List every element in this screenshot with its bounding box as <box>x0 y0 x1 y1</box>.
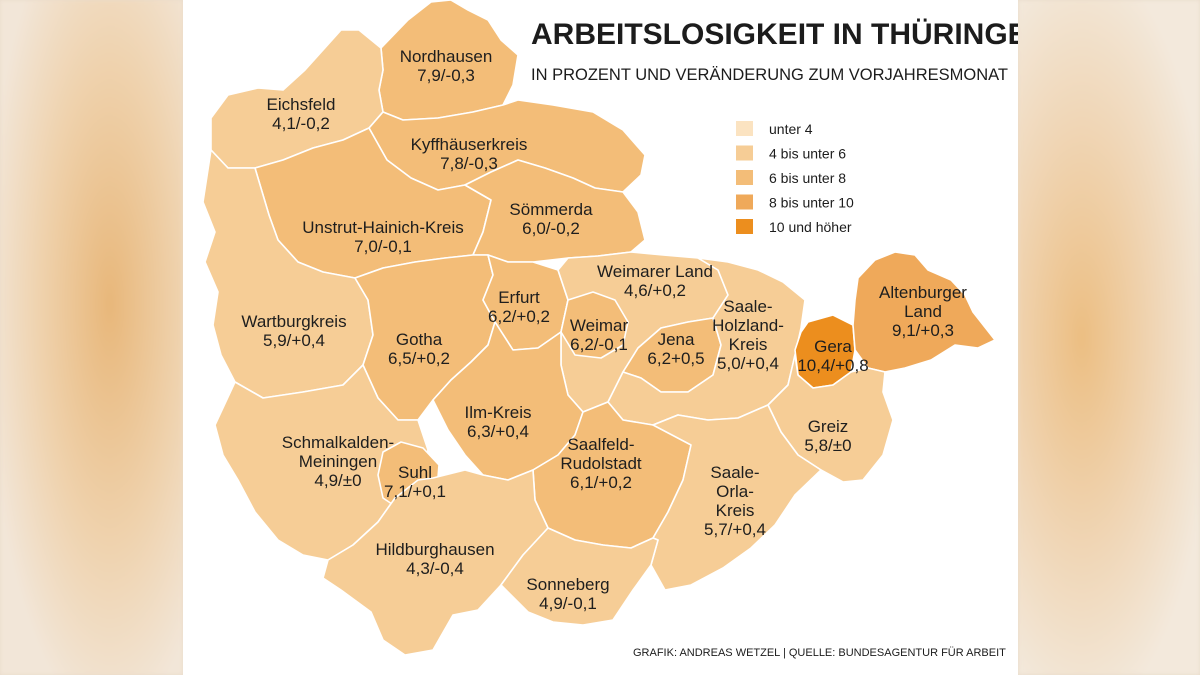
region-name: Saale- <box>710 463 759 482</box>
region-name: Kyffhäuserkreis <box>411 135 528 154</box>
legend-label: 10 und höher <box>769 219 852 235</box>
region-value: 7,0/-0,1 <box>354 237 412 256</box>
region-value: 6,5/+0,2 <box>388 349 450 368</box>
legend-label: 6 bis unter 8 <box>769 170 846 186</box>
legend-swatch <box>736 121 753 136</box>
region-value: 4,6/+0,2 <box>624 281 686 300</box>
region-value: 6,3/+0,4 <box>467 422 529 441</box>
region-name: Meiningen <box>299 452 377 471</box>
region-value: 4,3/-0,4 <box>406 559 464 578</box>
region-value: 7,9/-0,3 <box>417 66 475 85</box>
region-sonneberg[interactable] <box>500 527 659 626</box>
region-name: Gotha <box>396 330 443 349</box>
legend: unter 4 4 bis unter 6 6 bis unter 8 8 bis u… <box>736 121 854 235</box>
region-name: Erfurt <box>498 288 540 307</box>
region-name: Kreis <box>716 501 755 520</box>
region-name: Schmalkalden- <box>282 433 394 452</box>
region-name: Sömmerda <box>509 200 593 219</box>
legend-label: unter 4 <box>769 121 813 137</box>
region-name: Weimar <box>570 316 629 335</box>
region-value: 4,9/±0 <box>314 471 361 490</box>
region-name: Gera <box>814 337 852 356</box>
regions-layer <box>202 0 996 656</box>
map-subtitle: IN PROZENT UND VERÄNDERUNG ZUM VORJAHRES… <box>531 66 1008 84</box>
region-name: Holzland- <box>712 316 784 335</box>
source-credit: GRAFIK: ANDREAS WETZEL | QUELLE: BUNDESA… <box>633 647 1006 659</box>
region-value: 5,7/+0,4 <box>704 520 766 539</box>
legend-label: 4 bis unter 6 <box>769 146 846 162</box>
region-weimar[interactable] <box>560 291 629 359</box>
region-name: Ilm-Kreis <box>464 403 531 422</box>
map-card: Nordhausen 7,9/-0,3 Eichsfeld 4,1/-0,2 Kyffh… <box>183 0 1018 675</box>
region-name: Saale- <box>723 297 772 316</box>
region-name: Sonneberg <box>526 575 609 594</box>
region-value: 6,1/+0,2 <box>570 473 632 492</box>
region-name: Suhl <box>398 463 432 482</box>
region-saale-orla-kreis[interactable] <box>650 404 822 591</box>
region-name: Hildburghausen <box>375 540 494 559</box>
region-value: 6,2/+0,2 <box>488 307 550 326</box>
region-name: Land <box>904 302 942 321</box>
region-name: Altenburger <box>879 283 967 302</box>
region-value: 4,9/-0,1 <box>539 594 597 613</box>
region-value: 6,0/-0,2 <box>522 219 580 238</box>
blurred-background-right <box>1018 0 1200 675</box>
map-title: ARBEITSLOSIGKEIT IN THÜRINGEN <box>531 18 1018 51</box>
region-value: 5,0/+0,4 <box>717 354 779 373</box>
region-value: 5,9/+0,4 <box>263 331 325 350</box>
region-altenburger-land[interactable] <box>852 251 996 373</box>
region-value: 9,1/+0,3 <box>892 321 954 340</box>
legend-label: 8 bis unter 10 <box>769 195 854 211</box>
region-value: 7,8/-0,3 <box>440 154 498 173</box>
region-name: Weimarer Land <box>597 262 713 281</box>
region-value: 4,1/-0,2 <box>272 114 330 133</box>
region-name: Rudolstadt <box>560 454 642 473</box>
legend-swatch <box>736 194 753 210</box>
legend-swatch <box>736 219 753 234</box>
region-value: 6,2+0,5 <box>647 349 704 368</box>
region-name: Saalfeld- <box>567 435 634 454</box>
region-name: Nordhausen <box>400 47 493 66</box>
region-name: Kreis <box>729 335 768 354</box>
legend-swatch <box>736 170 753 185</box>
region-name: Jena <box>658 330 695 349</box>
region-value: 10,4/+0,8 <box>797 356 868 375</box>
region-name: Unstrut-Hainich-Kreis <box>302 218 464 237</box>
region-name: Orla- <box>716 482 754 501</box>
region-value: 6,2/-0,1 <box>570 335 628 354</box>
region-name: Greiz <box>808 417 849 436</box>
legend-swatch <box>736 145 753 161</box>
region-value: 7,1/+0,1 <box>384 482 446 501</box>
region-value: 5,8/±0 <box>804 436 851 455</box>
region-name: Eichsfeld <box>267 95 336 114</box>
blurred-background-left <box>0 0 183 675</box>
region-name: Wartburgkreis <box>241 312 346 331</box>
